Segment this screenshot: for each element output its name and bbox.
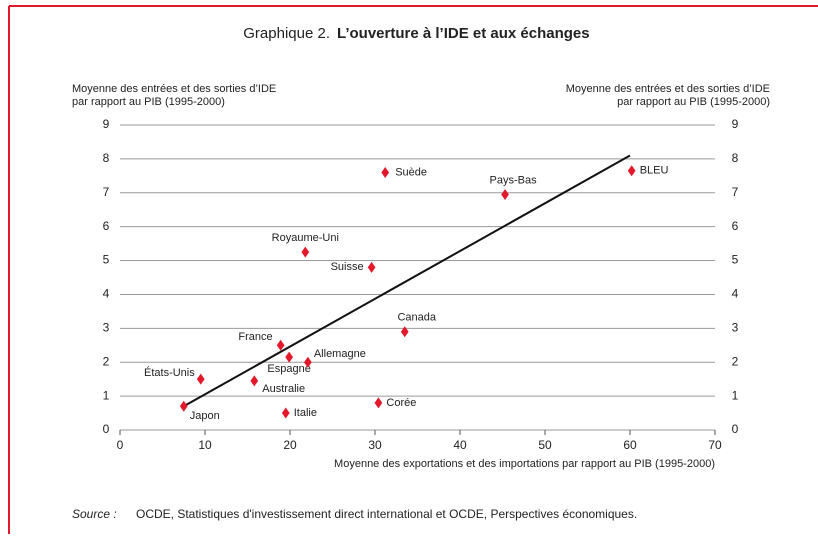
point	[627, 165, 636, 177]
point	[304, 356, 312, 368]
point	[400, 326, 409, 338]
y2-tick-label: 1	[732, 388, 739, 402]
point	[367, 261, 376, 273]
source-label: Source :	[72, 507, 117, 521]
x-tick-label: 60	[623, 438, 637, 452]
point-label: Australie	[262, 383, 305, 395]
y-tick-label: 6	[103, 219, 110, 233]
y2-axis-label: Moyenne des entrées et des sorties d’IDE	[566, 83, 770, 95]
y-tick-label: 4	[103, 287, 110, 301]
y-tick-label: 5	[103, 253, 110, 267]
point	[501, 188, 509, 200]
point-label: BLEU	[640, 165, 669, 177]
point-label: France	[238, 331, 272, 343]
point	[250, 375, 259, 387]
y-tick-label: 1	[103, 388, 110, 402]
y2-tick-label: 7	[732, 185, 739, 199]
y2-tick-label: 9	[732, 117, 739, 131]
x-tick-label: 10	[198, 438, 212, 452]
y-axis-label: par rapport au PIB (1995-2000)	[72, 96, 225, 108]
point-label: Allemagne	[314, 348, 366, 360]
x-tick-label: 20	[283, 438, 297, 452]
y2-tick-label: 6	[732, 219, 739, 233]
y-tick-label: 0	[103, 422, 110, 436]
y2-tick-label: 3	[732, 321, 739, 335]
y2-axis-label: par rapport au PIB (1995-2000)	[617, 96, 770, 108]
x-tick-label: 30	[368, 438, 382, 452]
y2-tick-label: 4	[732, 287, 739, 301]
point	[381, 166, 390, 178]
point	[285, 351, 293, 363]
point	[196, 373, 205, 385]
trend-line	[183, 154, 631, 408]
point-label: Pays-Bas	[490, 174, 538, 186]
y-axis-label: Moyenne des entrées et des sorties d’IDE	[72, 83, 276, 95]
y2-tick-label: 5	[732, 253, 739, 267]
point	[281, 407, 290, 419]
chart-title-prefix: Graphique 2.	[243, 25, 330, 42]
y-tick-label: 2	[103, 354, 110, 368]
x-tick-label: 50	[538, 438, 552, 452]
point-label: Japon	[190, 410, 220, 422]
point-label: Corée	[386, 397, 416, 409]
y-tick-label: 3	[103, 321, 110, 335]
x-tick-label: 0	[117, 438, 124, 452]
point-label: Royaume-Uni	[272, 232, 339, 244]
y2-tick-label: 8	[732, 151, 739, 165]
x-tick-label: 70	[708, 438, 722, 452]
point-label: Suisse	[331, 261, 364, 273]
point	[276, 339, 285, 351]
source-text: OCDE, Statistiques d'investissement dire…	[136, 507, 637, 521]
y-tick-label: 8	[103, 151, 110, 165]
y-tick-label: 7	[103, 185, 110, 199]
point-label: États-Unis	[144, 366, 195, 379]
chart-title: L’ouverture à l’IDE et aux échanges	[337, 25, 590, 42]
y-tick-label: 9	[103, 117, 110, 131]
x-axis-label: Moyenne des exportations et des importat…	[334, 458, 715, 470]
point-label: Italie	[294, 407, 317, 419]
y2-tick-label: 2	[732, 354, 739, 368]
point	[301, 246, 310, 258]
point-label: Suède	[395, 166, 427, 178]
x-tick-label: 40	[453, 438, 467, 452]
point	[374, 397, 383, 409]
y2-tick-label: 0	[732, 422, 739, 436]
point-label: Canada	[397, 312, 436, 324]
point-label: Espagne	[267, 363, 310, 375]
point	[179, 400, 188, 412]
